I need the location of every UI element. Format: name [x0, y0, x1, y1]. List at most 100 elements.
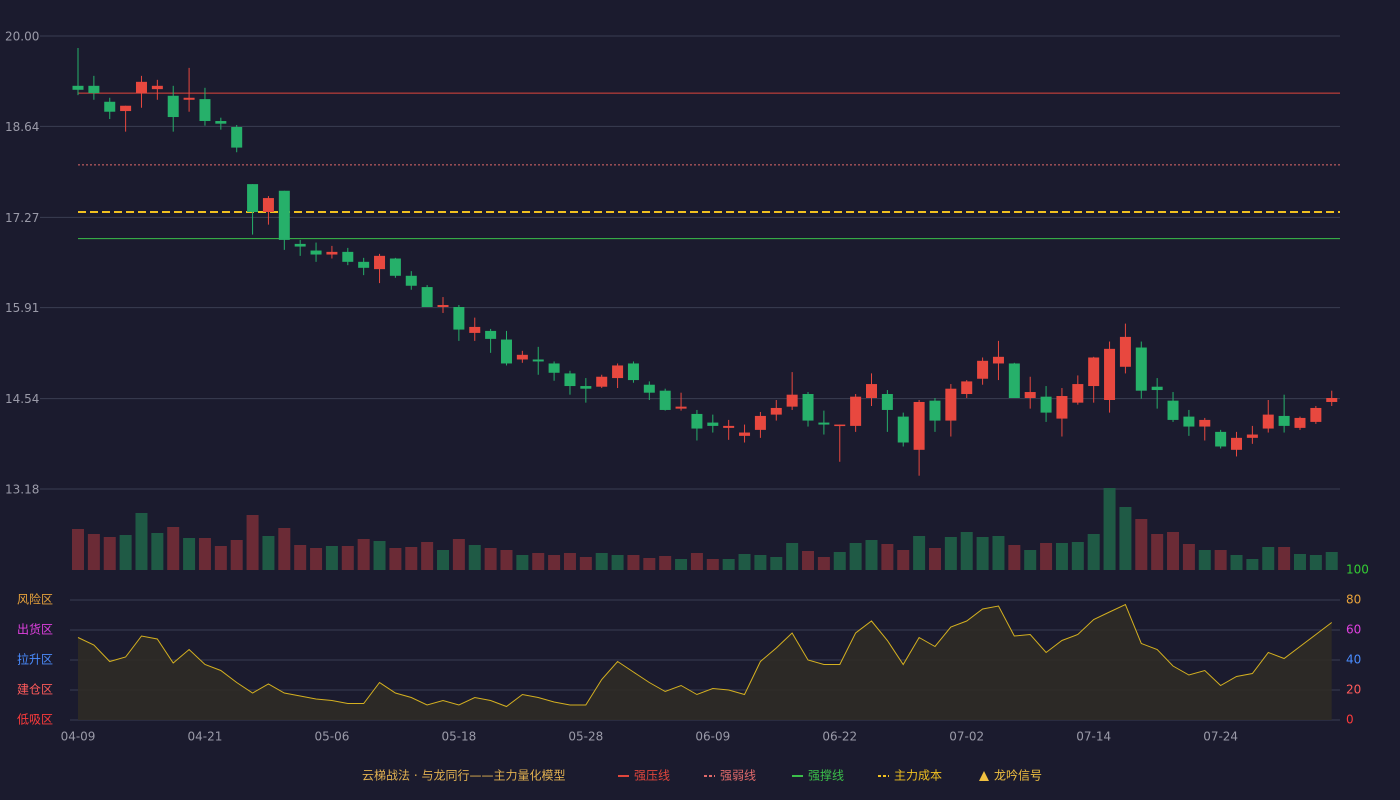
zone-label: 拉升区 — [17, 652, 53, 667]
candle-body — [469, 326, 481, 333]
volume-bar — [960, 532, 973, 570]
y-tick-label: 15.91 — [5, 301, 39, 315]
indicator-area — [78, 604, 1332, 720]
candle-body — [1231, 437, 1243, 450]
volume-bar — [690, 553, 703, 570]
volume-bar — [913, 536, 926, 570]
volume-bar — [706, 559, 719, 570]
volume-bar — [167, 527, 180, 570]
candle-body — [770, 407, 782, 415]
candle-body — [135, 81, 147, 94]
candle-body — [913, 401, 925, 450]
candle-body — [1072, 384, 1084, 403]
candle-body — [1135, 347, 1147, 391]
volume-bar — [944, 537, 957, 570]
volume-bar — [357, 539, 370, 570]
candle-body — [627, 363, 639, 381]
candle-body — [1040, 396, 1052, 413]
volume-bar — [976, 537, 989, 570]
volume-bar — [310, 548, 323, 570]
candle-body — [1056, 396, 1068, 419]
candle-body — [612, 365, 624, 379]
volume-bar — [611, 555, 624, 570]
volume-bar — [754, 555, 767, 570]
volume-bar — [563, 553, 576, 570]
x-tick-label: 05-18 — [441, 730, 476, 744]
y2-tick-label: 100 — [1346, 563, 1369, 577]
volume-bar — [627, 555, 640, 570]
candle-body — [1262, 414, 1274, 429]
x-tick-label: 04-09 — [61, 730, 96, 744]
candle-body — [326, 251, 338, 255]
volume-bar — [452, 539, 465, 570]
candle-body — [231, 126, 243, 148]
candle-body — [294, 243, 306, 247]
y2-tick-label: 80 — [1346, 593, 1361, 607]
candle-body — [72, 85, 84, 90]
volume-bar — [246, 515, 259, 570]
candle-body — [167, 95, 179, 118]
candle-body — [1310, 407, 1322, 422]
volume-bar — [198, 538, 211, 570]
y-tick-label: 17.27 — [5, 211, 39, 225]
candle-body — [278, 190, 290, 240]
candle-body — [405, 275, 417, 286]
candle-body — [485, 330, 497, 339]
y-tick-label: 20.00 — [5, 30, 39, 44]
volume-bar — [881, 544, 894, 570]
volume-bar — [72, 529, 84, 570]
volume-bar — [516, 555, 529, 570]
candle-body — [1088, 357, 1100, 387]
candle-body — [643, 384, 655, 393]
candle-body — [754, 415, 766, 430]
x-tick-label: 07-14 — [1076, 730, 1111, 744]
candle-body — [850, 396, 862, 426]
candle-body — [421, 287, 433, 308]
volume-bar — [373, 541, 386, 570]
candle-body — [1294, 417, 1306, 428]
candle-body — [215, 121, 227, 124]
volume-bar — [532, 553, 545, 570]
candle-body — [818, 422, 830, 425]
volume-bar — [1262, 547, 1275, 570]
y-tick-label: 14.54 — [5, 392, 39, 406]
volume-bar — [548, 555, 561, 570]
candle-body — [342, 251, 354, 262]
volume-bar — [1293, 554, 1306, 570]
volume-bar — [278, 528, 291, 570]
candle-body — [262, 198, 274, 213]
candle-body — [1024, 392, 1036, 399]
volume-bar — [214, 546, 227, 570]
y2-tick-label: 0 — [1346, 713, 1354, 727]
volume-bar — [817, 557, 830, 570]
candle-body — [1199, 419, 1211, 427]
x-tick-label: 04-21 — [188, 730, 223, 744]
volume-bar — [675, 559, 688, 570]
zone-label: 建仓区 — [17, 683, 53, 697]
volume-bar — [1103, 488, 1116, 570]
candle-body — [453, 307, 465, 330]
volume-bar — [659, 556, 672, 570]
candle-body — [1167, 400, 1179, 420]
x-tick-label: 06-09 — [695, 730, 730, 744]
volume-bar — [865, 540, 878, 570]
candle-body — [802, 394, 814, 421]
candle-body — [897, 416, 909, 443]
zone-label: 风险区 — [17, 592, 53, 607]
zone-label: 低吸区 — [17, 713, 53, 727]
candle-body — [564, 373, 576, 387]
y-tick-label: 13.18 — [5, 483, 39, 497]
x-tick-label: 05-28 — [568, 730, 603, 744]
candle-body — [723, 425, 735, 428]
x-tick-label: 07-02 — [949, 730, 984, 744]
volume-bar — [1008, 545, 1021, 570]
candle-body — [675, 406, 687, 409]
volume-bar — [1278, 547, 1291, 570]
candle-body — [580, 386, 592, 389]
candle-body — [247, 184, 259, 213]
volume-bar — [1167, 532, 1180, 570]
y2-tick-label: 60 — [1346, 623, 1361, 637]
volume-bar — [1135, 519, 1148, 570]
